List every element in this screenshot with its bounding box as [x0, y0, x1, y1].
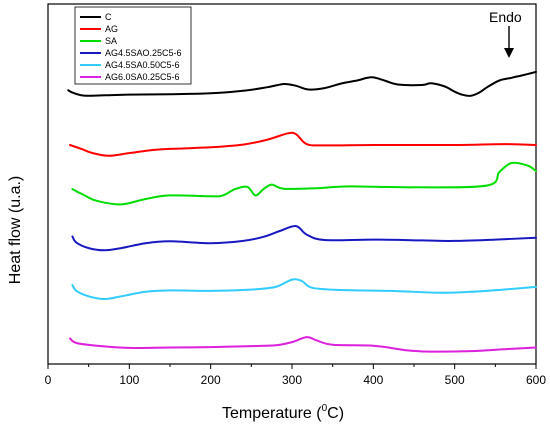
series-line	[71, 161, 537, 206]
x-tick-label: 200	[201, 373, 221, 387]
series-line	[71, 278, 537, 300]
x-axis-title-main: Temperature (	[222, 405, 322, 422]
legend-label: AG4.5SAO.25C5-6	[105, 48, 182, 58]
series-halo	[69, 336, 537, 353]
x-axis-title: Temperature (0C)	[222, 403, 344, 422]
x-axis-ticks: 0 100 200 300 400 500 600	[45, 364, 546, 387]
legend-label: AG	[105, 24, 118, 34]
endo-annotation-label: Endo	[489, 9, 522, 25]
x-axis-title-sup: 0	[322, 403, 328, 414]
x-axis-title-suffix: C)	[327, 405, 344, 422]
legend: C AG SA AG4.5SAO.25C5-6 AG4.5SA0.50C5-6 AG6.0…	[74, 6, 192, 85]
x-tick-label: 300	[282, 373, 302, 387]
legend-label: AG6.0SA0.25C5-6	[105, 72, 180, 82]
x-tick-label: 400	[363, 373, 383, 387]
legend-label: C	[105, 12, 112, 22]
y-axis-title: Heat flow (u.a.)	[7, 176, 24, 284]
x-tick-label: 500	[445, 373, 465, 387]
endo-arrow	[504, 26, 514, 58]
series-line	[71, 225, 537, 252]
legend-label: AG4.5SA0.50C5-6	[105, 60, 180, 70]
series-line	[67, 70, 537, 97]
x-tick-label: 100	[119, 373, 139, 387]
legend-box	[74, 6, 192, 85]
legend-label: SA	[105, 36, 117, 46]
x-tick-label: 0	[45, 373, 52, 387]
series-line	[69, 336, 537, 353]
x-tick-label: 600	[526, 373, 546, 387]
series-line	[69, 131, 537, 157]
series-curves	[67, 70, 537, 353]
